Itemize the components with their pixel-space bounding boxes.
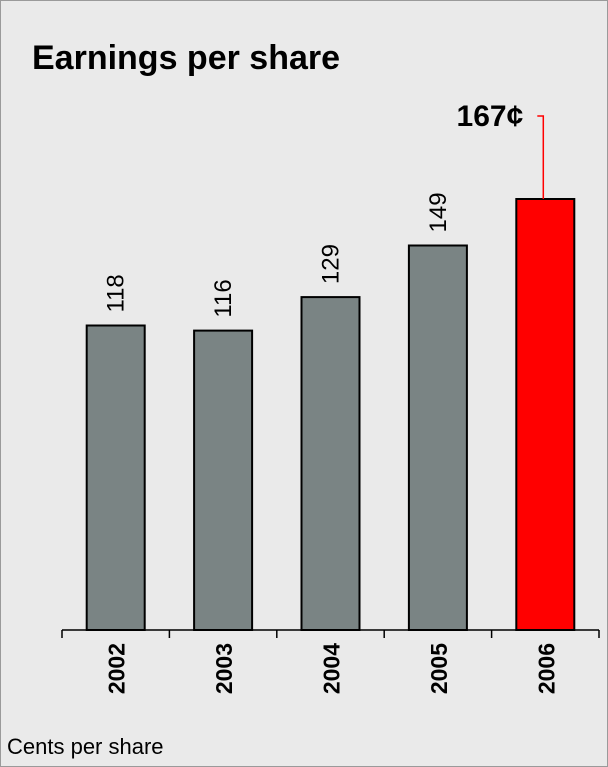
data-label-2003: 116: [210, 279, 237, 317]
highlight-leader-line: [537, 115, 545, 199]
data-label-2004: 129: [318, 244, 345, 284]
bar-2004: [300, 296, 361, 631]
chart-footnote: Cents per share: [7, 734, 164, 759]
x-tick-label-2004: 2004: [319, 643, 345, 694]
x-tick-label-2003: 2003: [211, 643, 237, 694]
data-label-2006: 167¢: [457, 100, 524, 133]
bar-2002: [85, 324, 146, 631]
x-tick-label-2005: 2005: [426, 643, 452, 694]
bar-2003: [193, 329, 254, 631]
x-tick-label-2006: 2006: [533, 643, 559, 694]
data-label-2005: 149: [425, 192, 452, 232]
chart-title: Earnings per share: [32, 39, 341, 77]
data-label-2002: 118: [103, 274, 130, 312]
bar-2006: [515, 198, 576, 631]
x-tick-label-2002: 2002: [104, 643, 130, 694]
bar-2005: [407, 244, 468, 631]
